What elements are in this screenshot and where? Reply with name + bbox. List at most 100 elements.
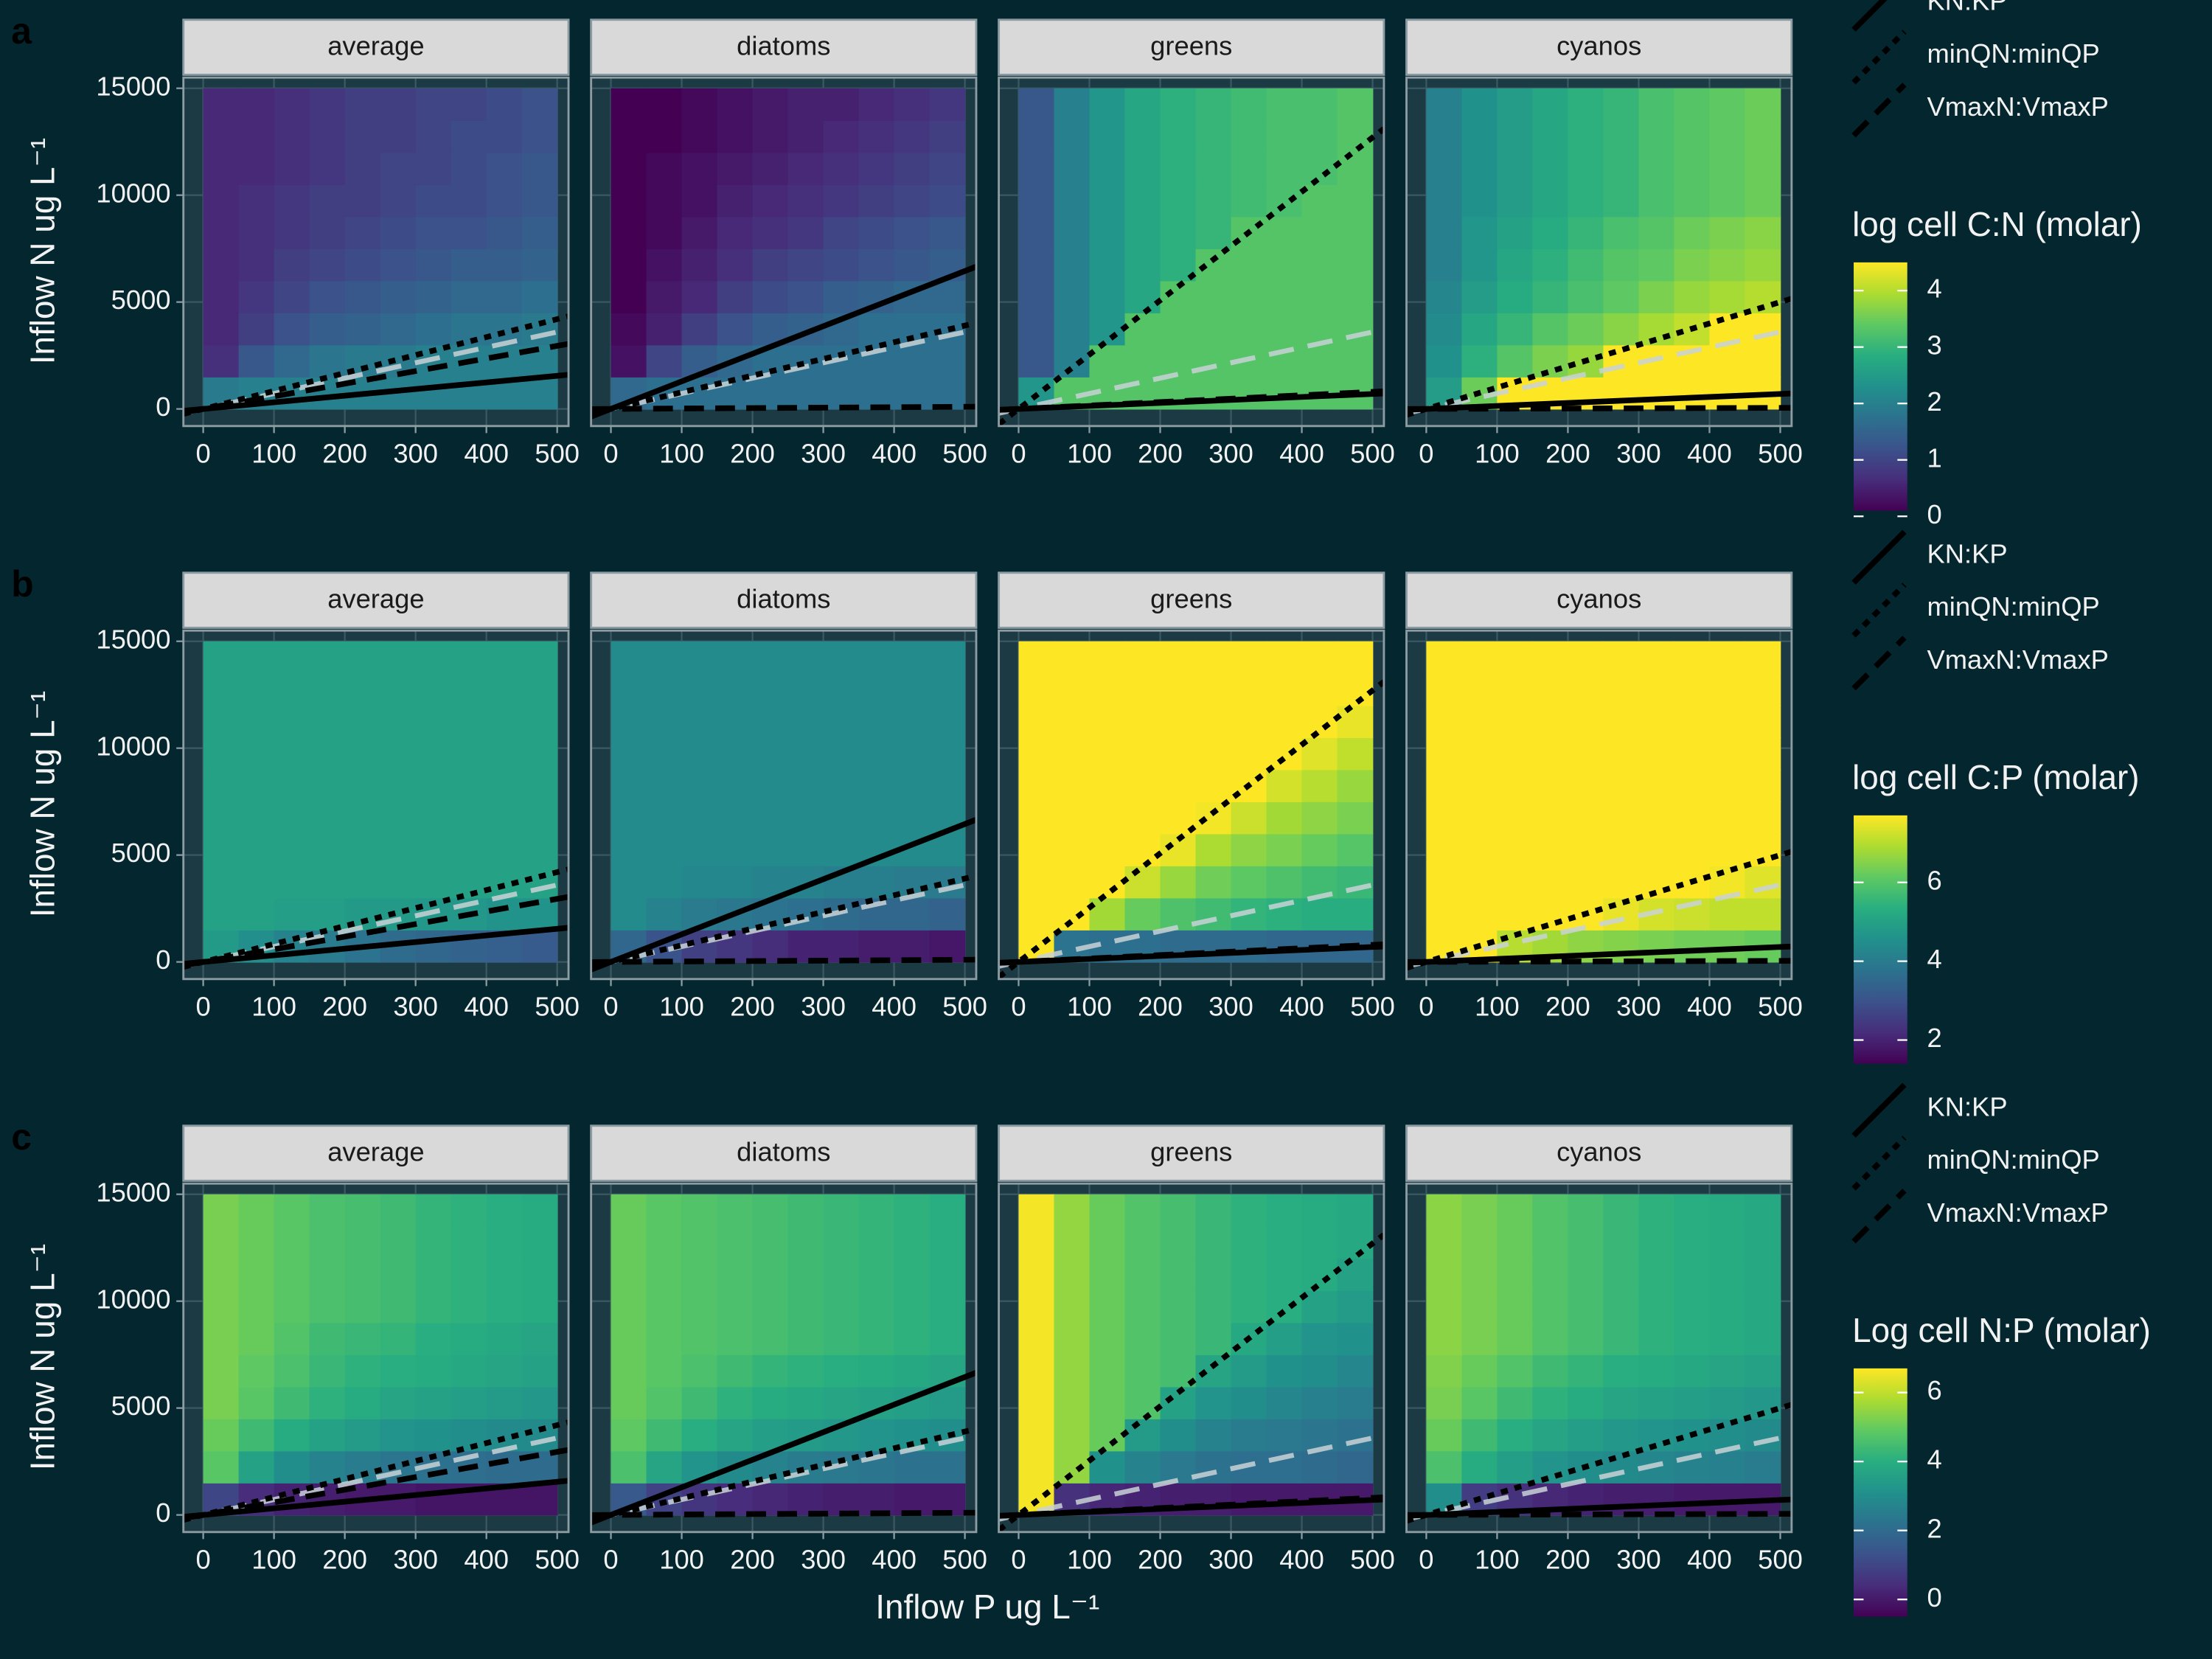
heatmap-cell (1054, 705, 1091, 738)
heatmap-cell (451, 833, 487, 866)
heatmap-cell (894, 705, 931, 738)
heatmap-cell (1603, 641, 1640, 674)
heatmap-cell (274, 152, 310, 185)
heatmap-cell (1674, 801, 1711, 835)
heatmap-cell (1497, 801, 1534, 835)
heatmap-cell (787, 344, 824, 378)
heatmap-cell (238, 897, 275, 931)
heatmap-cell (1638, 1419, 1675, 1452)
x-tick-label: 0 (1011, 439, 1026, 469)
heatmap-cell (309, 1194, 346, 1227)
heatmap-cell (1532, 769, 1569, 802)
heatmap-cell (380, 673, 417, 706)
heatmap-cell (1054, 1450, 1091, 1484)
heatmap-cell (1124, 1258, 1161, 1291)
heatmap-cell (309, 1322, 346, 1355)
panel-border (590, 1182, 978, 1534)
heatmap-cell (858, 1194, 895, 1227)
heatmap-cell (344, 737, 381, 771)
heatmap-cell (1054, 313, 1091, 346)
x-tick-label: 200 (1138, 439, 1183, 469)
heatmap-cell (521, 737, 558, 771)
heatmap-cell (1461, 88, 1498, 121)
x-tick-label: 0 (1011, 992, 1026, 1022)
heatmap-cell (787, 1354, 824, 1388)
heatmap-cell (1089, 769, 1126, 802)
heatmap-cell (929, 88, 966, 121)
heatmap-cell (451, 866, 487, 899)
heatmap-cell (681, 313, 718, 346)
reference-line (998, 1433, 1384, 1522)
heatmap-cell (1603, 248, 1640, 282)
ratio-line (591, 403, 976, 412)
heatmap-cell (787, 184, 824, 218)
heatmap-cell (1266, 216, 1303, 249)
heatmap-cell (309, 705, 346, 738)
heatmap-cell (380, 1258, 417, 1291)
heatmap-cell (1054, 833, 1091, 866)
heatmap-cell (1709, 88, 1746, 121)
heatmap-cell (380, 1290, 417, 1324)
heatmap-cell (929, 705, 966, 738)
ratio-line (1406, 1402, 1792, 1524)
heatmap-cell (1337, 705, 1374, 738)
heatmap-cell (1745, 705, 1781, 738)
heatmap-cell (611, 1322, 647, 1355)
ratio-line (591, 873, 976, 970)
heatmap-cell (752, 705, 789, 738)
heatmap-cell (681, 248, 718, 282)
x-tick-label: 500 (535, 1545, 580, 1575)
heatmap-cell (1674, 88, 1711, 121)
heatmap-cell (486, 769, 523, 802)
heatmap-cell (344, 801, 381, 835)
heatmap-cell (1018, 152, 1055, 185)
heatmap-cell (415, 1290, 452, 1324)
heatmap-cell (717, 1386, 754, 1419)
heatmap-cell (1124, 88, 1161, 121)
heatmap-cell (1674, 1483, 1711, 1516)
heatmap-cell (1124, 1290, 1161, 1324)
heatmap-cell (1674, 120, 1711, 153)
heatmap-cell (1497, 216, 1534, 249)
heatmap-cell (1426, 344, 1463, 378)
heatmap-cell (1674, 1386, 1711, 1419)
heatmap-cell (1089, 1290, 1126, 1324)
heatmap-cell (752, 1322, 789, 1355)
heatmap-cell (611, 1450, 647, 1484)
heatmap-cell (415, 930, 452, 963)
facet-title: diatoms (737, 1137, 830, 1167)
heatmap-cell (1426, 152, 1463, 185)
heatmap-cell (1638, 1290, 1675, 1324)
heatmap-cell (1603, 1354, 1640, 1388)
x-tick-label: 300 (801, 439, 846, 469)
ratio-line (591, 1370, 976, 1526)
heatmap-cell (1337, 737, 1374, 771)
heatmap-cell (1089, 801, 1126, 835)
heatmap-cell (787, 88, 824, 121)
heatmap-cell (1337, 1226, 1374, 1259)
heatmap-cell (415, 641, 452, 674)
heatmap-cell (1638, 1386, 1675, 1419)
heatmap-cell (1018, 1258, 1055, 1291)
x-tick-label: 300 (1616, 992, 1661, 1022)
reference-line (183, 880, 569, 969)
heatmap-cell (858, 152, 895, 185)
heatmap-cell (238, 1450, 275, 1484)
heatmap-cell (1674, 641, 1711, 674)
heatmap-cell (309, 152, 346, 185)
heatmap-cell (521, 833, 558, 866)
heatmap-cell (238, 344, 275, 378)
heatmap-cell (238, 1354, 275, 1388)
heatmap-cell (717, 1419, 754, 1452)
heatmap-cell (1426, 216, 1463, 249)
heatmap-cell (1603, 1194, 1640, 1227)
heatmap-cell (1461, 769, 1498, 802)
heatmap-cell (238, 313, 275, 346)
x-tick-label: 200 (1138, 1545, 1183, 1575)
heatmap-cell (1266, 1419, 1303, 1452)
heatmap-cell (1461, 1322, 1498, 1355)
heatmap-cell (1532, 673, 1569, 706)
heatmap-cell (611, 1226, 647, 1259)
ratio-line (1406, 958, 1792, 965)
heatmap-cell (1497, 866, 1534, 899)
